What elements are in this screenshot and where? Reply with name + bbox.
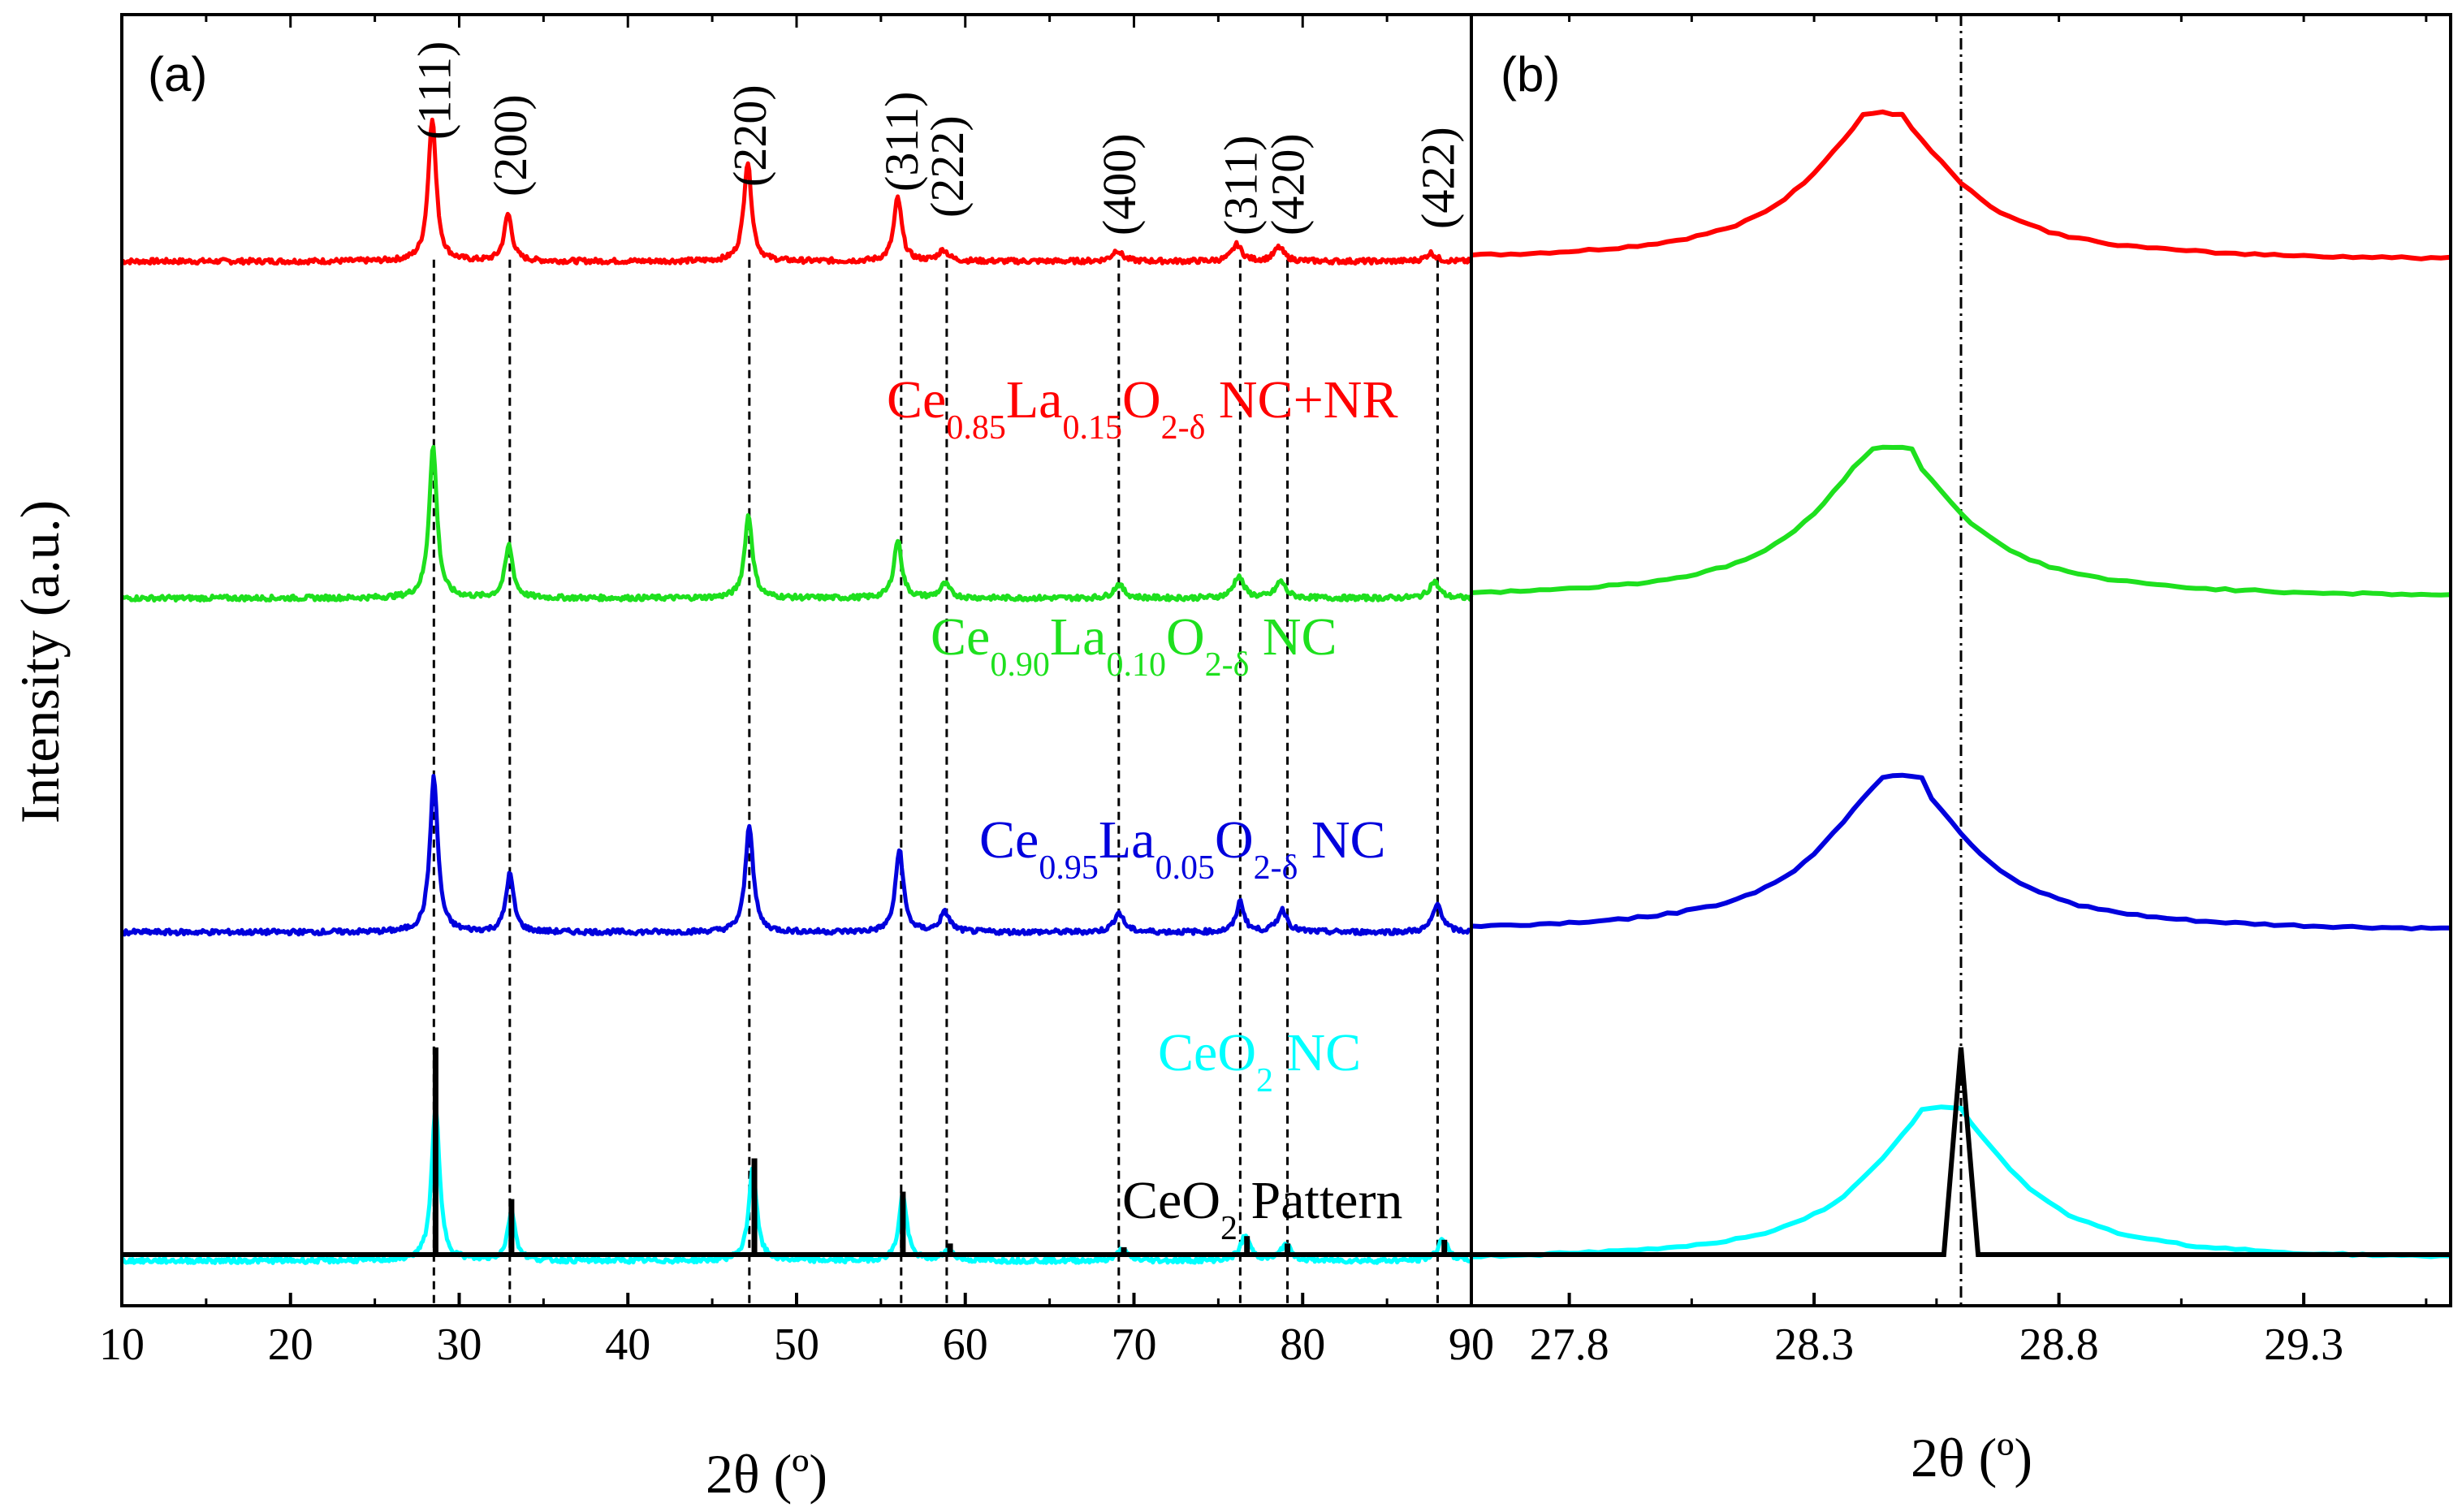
reference-peak-b — [1471, 1047, 2451, 1257]
x-tick-label-b: 29.3 — [2264, 1320, 2343, 1370]
zoom-series-line-1 — [1471, 109, 2451, 261]
x-tick-label-b: 28.8 — [2019, 1320, 2099, 1370]
x-axis-title-b: 2θ (º) — [1911, 1427, 2032, 1488]
panel-a: 10 20 30 40 50 60 70 80 90(111)(200) (220) (311)(2… — [99, 15, 1494, 1370]
xrd-series-line-3 — [119, 774, 1472, 937]
series-label-1: Ce0.85La0.15O2-δ NC+NR — [887, 370, 1397, 447]
x-tick-label-a: 90 — [1449, 1320, 1494, 1370]
hkl-label: (311) — [875, 92, 928, 192]
hkl-label: (200) — [484, 94, 537, 197]
xrd-series-line-2 — [119, 444, 1474, 603]
hkl-label: (220) — [723, 84, 776, 187]
plot-frames — [120, 13, 2452, 1307]
zoom-series-line-2 — [1471, 444, 2451, 598]
x-tick-label-a: 20 — [268, 1320, 313, 1370]
x-axis-title-a: 2θ (º) — [706, 1443, 827, 1505]
x-tick-label-b: 27.8 — [1530, 1320, 1609, 1370]
x-tick-label-b: 28.3 — [1774, 1320, 1854, 1370]
panel-b-frame — [1470, 13, 2452, 1307]
x-tick-label-a: 50 — [774, 1320, 819, 1370]
hkl-label: (311) — [1214, 136, 1267, 235]
x-tick-label-a: 30 — [437, 1320, 482, 1370]
reference-pattern-label: CeO2 Pattern — [1122, 1171, 1402, 1247]
hkl-label: (422) — [1411, 127, 1464, 229]
hkl-label: (222) — [921, 115, 974, 218]
hkl-label: (420) — [1262, 133, 1315, 235]
x-tick-label-a: 70 — [1112, 1320, 1157, 1370]
series-label-2: Ce0.90La0.10O2-δ NC — [931, 607, 1337, 684]
panel-b-label: (b) — [1501, 47, 1560, 102]
x-tick-label-a: 60 — [943, 1320, 988, 1370]
y-axis-title: Intensity (a.u.) — [9, 500, 71, 823]
panel-a-label: (a) — [148, 47, 207, 102]
x-tick-label-a-end: 90 — [1449, 1320, 1494, 1370]
panel-b: 27.8 28.3 28.8 29.3 90 — [1449, 15, 2451, 1370]
x-tick-label-a: 80 — [1280, 1320, 1325, 1370]
xrd-series-line-1 — [121, 117, 1474, 266]
hkl-label: (111) — [408, 41, 460, 140]
hkl-label: (400) — [1093, 133, 1146, 235]
zoom-series-line-3 — [1471, 772, 2451, 931]
series-label-4: CeO2 NC — [1158, 1023, 1361, 1099]
series-label-3: Ce0.95La0.05O2-δ NC — [979, 810, 1386, 887]
x-tick-label-a: 40 — [605, 1320, 650, 1370]
x-tick-label-a: 10 — [99, 1320, 145, 1370]
